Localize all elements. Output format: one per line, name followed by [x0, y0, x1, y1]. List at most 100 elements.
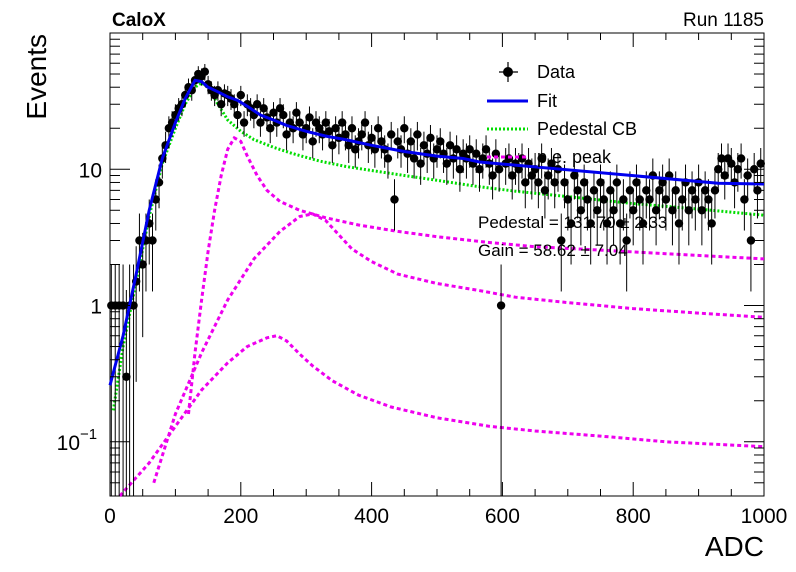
data-point: [521, 164, 530, 209]
y-tick-label: 10: [57, 432, 80, 455]
data-point: [593, 188, 602, 246]
data-point: [746, 213, 756, 292]
data-point: [114, 264, 124, 496]
data-point: [609, 188, 618, 246]
data-point: [239, 111, 249, 137]
data-point: [488, 158, 497, 200]
data-point: [400, 116, 409, 144]
data-point: [216, 94, 226, 117]
data-point: [426, 125, 435, 155]
data-point: [409, 143, 419, 179]
data-point: [684, 188, 693, 246]
y-tick-label: 1: [90, 296, 102, 319]
plot-frame: [109, 32, 765, 497]
data-point: [668, 188, 677, 246]
data-point: [537, 143, 546, 179]
data-point: [661, 179, 671, 231]
data-point: [615, 199, 625, 265]
x-tick-label: 800: [616, 505, 651, 528]
x-tick-label: 200: [223, 505, 258, 528]
pe-peak-curves-layer: [118, 135, 765, 497]
data-point: [406, 128, 416, 159]
legend-label-data: Data: [537, 62, 576, 82]
legend-label-pe-peak: p.e. peak: [537, 147, 612, 167]
data-point: [586, 199, 595, 265]
data-point: [321, 111, 331, 137]
data-point: [566, 199, 576, 265]
data-point: [377, 128, 386, 159]
data-point: [700, 171, 710, 219]
legend-entry-pe-peak: p.e. peak: [487, 147, 612, 167]
data-point: [413, 121, 422, 151]
data-point: [638, 199, 648, 265]
data-point: [295, 111, 304, 137]
legend-label-fit: Fit: [537, 91, 557, 111]
data-point: [674, 199, 684, 265]
data-point: [540, 171, 550, 219]
run-label: Run 1185: [683, 10, 764, 31]
data-point: [393, 128, 402, 159]
data-point: [347, 116, 357, 144]
data-point: [390, 179, 399, 231]
x-tick-label: 0: [104, 505, 116, 528]
data-point: [629, 188, 638, 246]
data-point: [200, 64, 210, 81]
data-point: [619, 179, 628, 231]
fit-curve-layer: [108, 78, 765, 386]
data-point: [720, 158, 729, 200]
data-point: [344, 131, 353, 163]
data-point: [756, 148, 765, 185]
data-point: [645, 179, 654, 231]
x-ticks-layer: 0 200 400 600 800 1000: [104, 33, 787, 528]
experiment-label: CaloX: [112, 10, 166, 31]
data-point: [496, 264, 506, 496]
data-point: [360, 111, 370, 137]
data-points-layer: [107, 64, 765, 496]
pe-peak-curve-3: [118, 334, 765, 497]
data-point: [547, 148, 556, 185]
legend-entry-fit: Fit: [487, 91, 557, 111]
data-point: [740, 179, 749, 231]
data-point: [419, 131, 429, 163]
y-axis-title: Events: [21, 34, 52, 120]
pe-peak-curve-1: [187, 135, 765, 415]
data-point: [710, 171, 720, 219]
data-point: [678, 179, 687, 231]
data-point: [138, 232, 147, 338]
data-point: [576, 188, 586, 246]
data-point: [452, 135, 461, 168]
x-tick-label: 400: [354, 505, 389, 528]
y-tick-exponent: −1: [80, 426, 97, 443]
fit-curve: [108, 78, 765, 386]
data-point: [622, 213, 631, 292]
data-point: [266, 116, 275, 144]
data-point: [743, 158, 752, 200]
data-point: [324, 119, 334, 147]
data-point: [305, 106, 314, 131]
x-tick-label: 600: [485, 505, 520, 528]
legend-entry-data: Data: [499, 62, 576, 82]
data-point: [387, 121, 396, 151]
data-point: [534, 164, 543, 209]
data-point: [707, 199, 716, 265]
y-tick-label: 10: [79, 159, 102, 182]
legend: Data Fit Pedestal CB p.e. peak: [487, 62, 637, 167]
x-tick-label: 1000: [741, 505, 788, 528]
data-point: [642, 171, 651, 219]
data-point: [442, 148, 452, 185]
data-point: [727, 148, 736, 185]
pedestal-cb-curve-layer: [111, 81, 765, 411]
data-point: [557, 213, 566, 292]
pe-peak-curve-2: [152, 212, 765, 484]
data-point: [717, 143, 726, 179]
data-point: [373, 116, 383, 144]
data-point: [494, 152, 504, 192]
legend-marker-data: [503, 67, 513, 77]
data-point: [736, 143, 746, 179]
data-point: [233, 104, 242, 129]
gain-result: Gain = 58.62 ± 7.04: [478, 241, 628, 260]
data-point: [148, 213, 157, 292]
data-point: [651, 188, 661, 246]
